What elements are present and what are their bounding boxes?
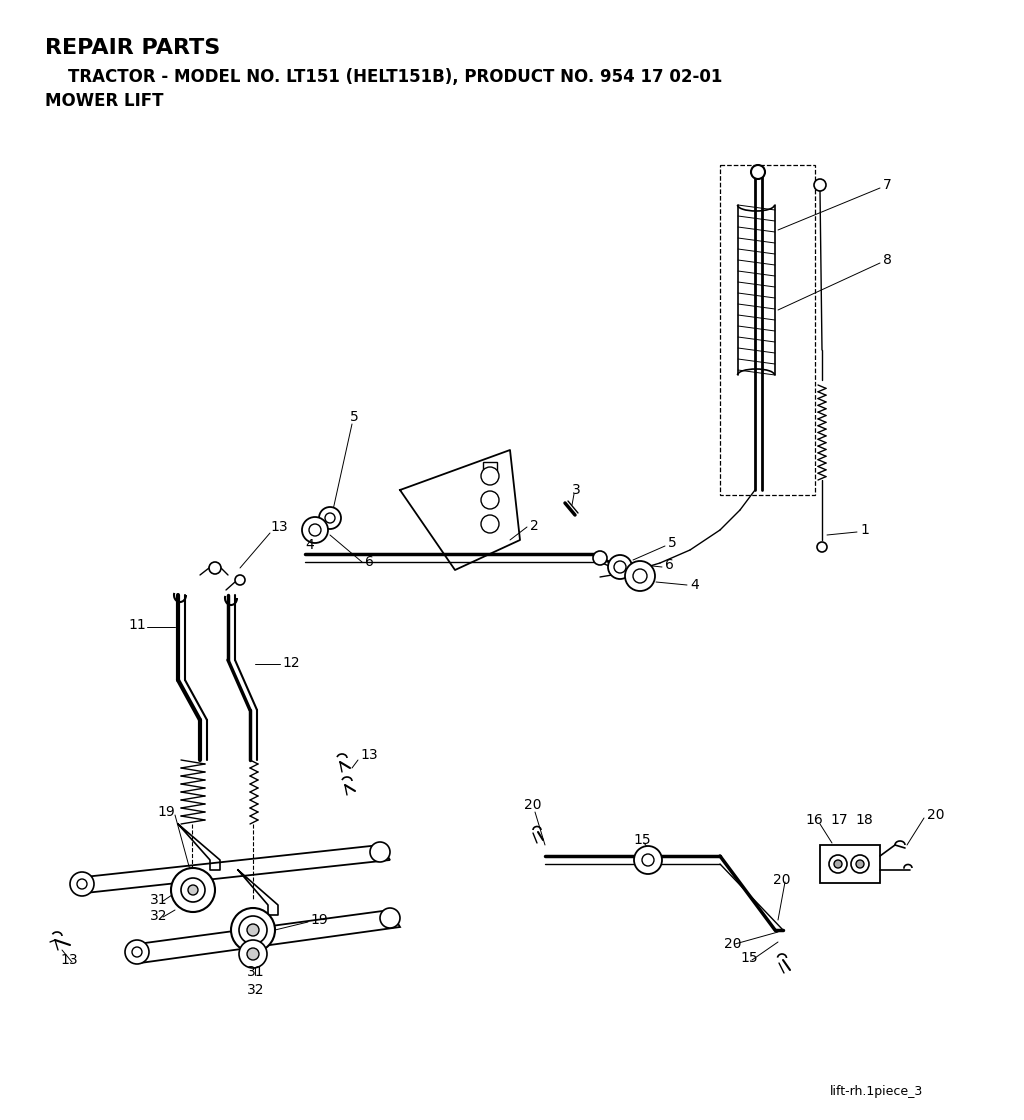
Circle shape	[302, 517, 328, 543]
Text: lift-rh.1piece_3: lift-rh.1piece_3	[830, 1085, 924, 1098]
Circle shape	[309, 524, 321, 536]
Text: 6: 6	[665, 558, 674, 572]
Text: TRACTOR - MODEL NO. LT151 (HELT151B), PRODUCT NO. 954 17 02-01: TRACTOR - MODEL NO. LT151 (HELT151B), PR…	[45, 68, 722, 86]
Bar	[483, 461, 497, 472]
Circle shape	[247, 948, 259, 960]
Circle shape	[181, 878, 205, 902]
Text: 19: 19	[157, 805, 175, 819]
Circle shape	[239, 916, 267, 944]
Text: 8: 8	[883, 253, 892, 267]
Text: 20: 20	[927, 808, 944, 822]
Bar	[820, 844, 880, 883]
Text: 5: 5	[668, 536, 677, 550]
Circle shape	[593, 551, 607, 564]
Text: 4: 4	[690, 578, 698, 592]
Text: 31: 31	[150, 893, 168, 907]
Text: 20: 20	[524, 797, 542, 812]
Text: REPAIR PARTS: REPAIR PARTS	[45, 38, 220, 58]
Circle shape	[325, 513, 335, 523]
Text: 15: 15	[633, 833, 650, 847]
Text: 5: 5	[350, 410, 358, 424]
Text: 6: 6	[365, 556, 374, 569]
Text: 11: 11	[128, 618, 145, 632]
Circle shape	[817, 542, 827, 552]
Text: 13: 13	[360, 748, 378, 762]
Circle shape	[751, 165, 765, 179]
Circle shape	[481, 491, 499, 508]
Text: 18: 18	[855, 813, 872, 827]
Circle shape	[829, 855, 847, 872]
Text: MOWER LIFT: MOWER LIFT	[45, 92, 164, 110]
Circle shape	[608, 556, 632, 579]
Circle shape	[247, 924, 259, 936]
Circle shape	[380, 908, 400, 928]
Text: 13: 13	[270, 520, 288, 534]
Polygon shape	[130, 909, 400, 963]
Circle shape	[481, 515, 499, 533]
Text: 20: 20	[724, 937, 741, 951]
Text: 19: 19	[310, 913, 328, 927]
Text: 2: 2	[530, 519, 539, 533]
Circle shape	[70, 872, 94, 896]
Circle shape	[239, 940, 267, 968]
Text: 16: 16	[805, 813, 822, 827]
Circle shape	[188, 885, 198, 895]
Circle shape	[319, 507, 341, 529]
Polygon shape	[75, 844, 390, 893]
Circle shape	[634, 846, 662, 874]
Circle shape	[481, 467, 499, 485]
Text: 31: 31	[247, 965, 264, 979]
Circle shape	[814, 179, 826, 192]
Circle shape	[125, 940, 150, 964]
Text: 32: 32	[150, 909, 168, 923]
Circle shape	[834, 860, 842, 868]
Circle shape	[614, 561, 626, 573]
Circle shape	[132, 948, 142, 956]
Text: 4: 4	[305, 538, 313, 552]
Circle shape	[625, 561, 655, 591]
Text: 15: 15	[740, 951, 758, 965]
Text: 3: 3	[572, 483, 581, 497]
Circle shape	[856, 860, 864, 868]
Circle shape	[370, 842, 390, 862]
Text: 32: 32	[247, 983, 264, 997]
Text: 13: 13	[60, 953, 78, 967]
Bar	[720, 165, 815, 495]
Text: 7: 7	[883, 178, 892, 192]
Text: 17: 17	[830, 813, 848, 827]
Circle shape	[231, 908, 275, 952]
Circle shape	[77, 879, 87, 889]
Circle shape	[851, 855, 869, 872]
Circle shape	[171, 868, 215, 912]
Circle shape	[633, 569, 647, 584]
Text: 12: 12	[282, 656, 300, 670]
Circle shape	[642, 853, 654, 866]
Text: 1: 1	[860, 523, 869, 536]
Text: 20: 20	[773, 872, 791, 887]
